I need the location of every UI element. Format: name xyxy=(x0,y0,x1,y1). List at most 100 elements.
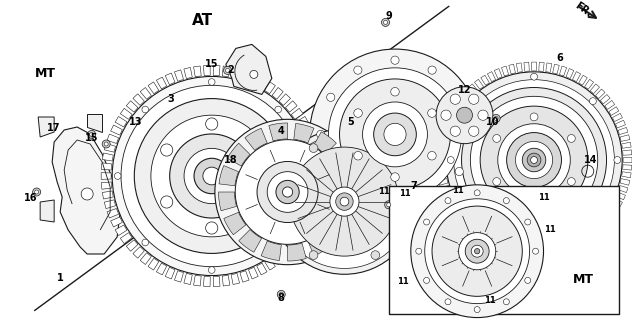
Circle shape xyxy=(590,215,597,222)
Polygon shape xyxy=(458,216,468,226)
Polygon shape xyxy=(101,173,111,179)
Circle shape xyxy=(461,87,607,233)
Circle shape xyxy=(428,109,436,117)
Polygon shape xyxy=(248,267,258,279)
Circle shape xyxy=(142,106,149,113)
Circle shape xyxy=(194,158,229,194)
Circle shape xyxy=(493,178,501,186)
Circle shape xyxy=(135,99,289,253)
Circle shape xyxy=(590,98,597,105)
Circle shape xyxy=(498,124,570,196)
Circle shape xyxy=(235,140,340,244)
Circle shape xyxy=(161,144,173,156)
Circle shape xyxy=(454,80,614,240)
Circle shape xyxy=(224,66,231,74)
Polygon shape xyxy=(301,217,313,227)
Circle shape xyxy=(387,203,391,207)
Circle shape xyxy=(450,94,460,104)
Polygon shape xyxy=(552,64,559,74)
Circle shape xyxy=(33,188,40,196)
Polygon shape xyxy=(291,108,303,119)
Wedge shape xyxy=(224,212,246,235)
Polygon shape xyxy=(612,113,623,122)
Polygon shape xyxy=(623,150,632,155)
Circle shape xyxy=(423,219,430,225)
Circle shape xyxy=(411,185,544,317)
Wedge shape xyxy=(219,165,238,186)
Polygon shape xyxy=(436,165,446,170)
Polygon shape xyxy=(308,143,319,152)
Circle shape xyxy=(114,173,121,179)
Polygon shape xyxy=(102,153,113,161)
Polygon shape xyxy=(481,75,489,85)
Polygon shape xyxy=(213,276,220,287)
Circle shape xyxy=(531,240,537,247)
Circle shape xyxy=(493,134,501,142)
Circle shape xyxy=(336,193,353,210)
Circle shape xyxy=(445,198,451,204)
Polygon shape xyxy=(265,258,276,270)
Circle shape xyxy=(339,79,451,190)
Text: 6: 6 xyxy=(556,52,562,63)
Circle shape xyxy=(184,148,240,204)
Polygon shape xyxy=(257,77,267,89)
Circle shape xyxy=(371,251,380,260)
Circle shape xyxy=(275,106,281,113)
Polygon shape xyxy=(516,248,522,257)
Bar xyxy=(389,186,619,314)
Wedge shape xyxy=(325,218,348,241)
Polygon shape xyxy=(126,240,138,251)
Text: 11: 11 xyxy=(397,277,408,286)
Polygon shape xyxy=(494,242,502,252)
Polygon shape xyxy=(165,73,175,85)
Polygon shape xyxy=(440,185,450,193)
Polygon shape xyxy=(590,226,600,236)
Circle shape xyxy=(278,197,287,206)
Wedge shape xyxy=(239,229,262,252)
Polygon shape xyxy=(101,163,112,170)
Polygon shape xyxy=(468,84,478,94)
Polygon shape xyxy=(140,87,151,99)
Polygon shape xyxy=(449,205,459,213)
Polygon shape xyxy=(204,276,210,287)
Circle shape xyxy=(205,118,218,130)
Circle shape xyxy=(391,87,399,96)
Circle shape xyxy=(474,190,480,196)
Polygon shape xyxy=(308,200,319,209)
Polygon shape xyxy=(559,244,567,254)
Text: 18: 18 xyxy=(224,155,238,165)
Polygon shape xyxy=(222,66,230,77)
Polygon shape xyxy=(618,185,628,193)
Polygon shape xyxy=(193,275,201,286)
Polygon shape xyxy=(156,77,167,89)
Polygon shape xyxy=(618,127,628,135)
Text: 5: 5 xyxy=(348,116,354,127)
Polygon shape xyxy=(312,182,322,189)
Polygon shape xyxy=(296,116,308,127)
Circle shape xyxy=(81,188,93,200)
Polygon shape xyxy=(296,225,308,236)
Circle shape xyxy=(354,66,362,74)
Polygon shape xyxy=(609,107,619,115)
Polygon shape xyxy=(436,157,445,163)
Text: 16: 16 xyxy=(23,193,37,204)
Circle shape xyxy=(423,277,430,284)
Wedge shape xyxy=(308,234,331,256)
Polygon shape xyxy=(231,273,240,284)
Circle shape xyxy=(317,130,325,139)
Polygon shape xyxy=(623,157,632,163)
Circle shape xyxy=(290,147,399,256)
Wedge shape xyxy=(329,149,351,172)
Polygon shape xyxy=(494,68,502,78)
Polygon shape xyxy=(291,233,303,244)
Circle shape xyxy=(382,18,389,26)
Polygon shape xyxy=(312,163,322,170)
Polygon shape xyxy=(310,153,321,161)
Wedge shape xyxy=(337,198,356,219)
Circle shape xyxy=(455,167,463,176)
Circle shape xyxy=(354,109,362,117)
Polygon shape xyxy=(184,68,192,79)
Circle shape xyxy=(459,233,495,270)
Polygon shape xyxy=(487,72,495,82)
Circle shape xyxy=(267,172,308,212)
